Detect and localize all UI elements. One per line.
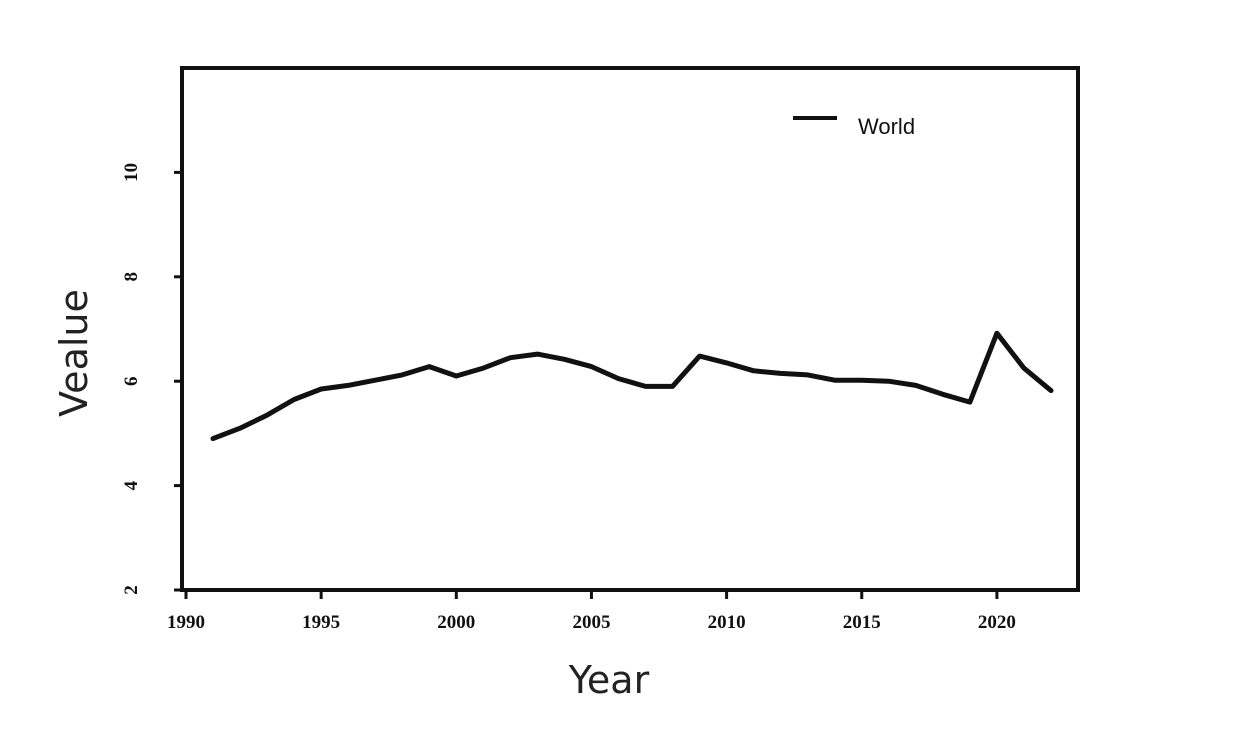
x-axis-title: Year: [568, 658, 650, 702]
series-layer: [210, 330, 1054, 442]
x-tick-label: 2020: [978, 612, 1016, 633]
legend: World: [793, 114, 915, 139]
x-tick-label: 1995: [302, 612, 340, 633]
x-tick-label: 1990: [167, 612, 205, 633]
series-line-world: [210, 330, 1054, 442]
y-tick-label: 8: [121, 272, 142, 282]
y-tick-label: 2: [121, 585, 142, 595]
y-tick-label: 10: [121, 163, 142, 182]
x-axis-ticks: 1990 1995 2000 2005 2010 2015 2020: [167, 590, 1016, 633]
y-axis-ticks: 2 4 6 8 10: [121, 163, 182, 595]
x-tick-label: 2010: [708, 612, 746, 633]
x-tick-label: 2015: [843, 612, 881, 633]
plot-area: [180, 66, 1080, 592]
legend-label-world: World: [858, 114, 915, 139]
x-tick-label: 2005: [572, 612, 610, 633]
y-tick-label: 4: [121, 480, 142, 490]
x-tick-label: 2000: [437, 612, 475, 633]
y-tick-label: 6: [121, 376, 142, 386]
y-axis-title: Vealue: [52, 289, 96, 417]
